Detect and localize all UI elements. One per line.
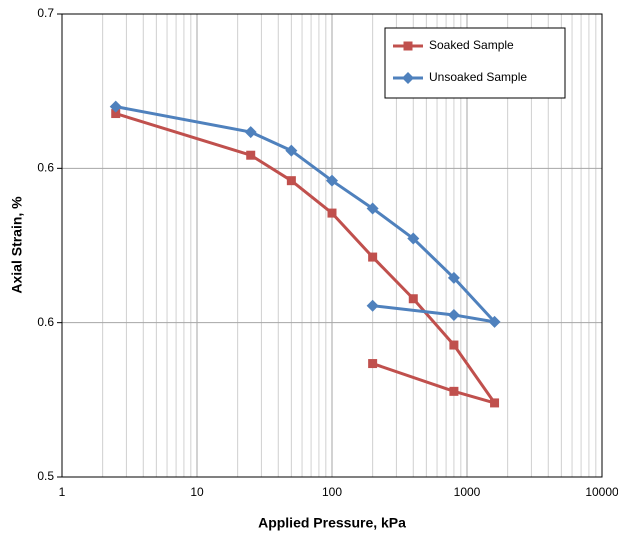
marker: [109, 100, 122, 113]
marker: [286, 176, 296, 186]
marker: [490, 398, 500, 408]
legend-box: [384, 27, 566, 99]
marker: [488, 315, 501, 328]
marker: [368, 252, 378, 262]
y-tick-label: 0.6: [37, 315, 54, 329]
marker: [447, 308, 460, 321]
x-tick-label: 10000: [585, 485, 618, 499]
marker: [366, 202, 379, 215]
y-tick-label: 0.5: [37, 469, 54, 483]
marker: [449, 340, 459, 350]
legend-marker: [403, 41, 413, 51]
marker: [366, 299, 379, 312]
x-tick-label: 10: [190, 485, 204, 499]
marker: [111, 109, 121, 119]
y-axis-label: Axial Strain, %: [9, 196, 25, 294]
legend-label: Soaked Sample: [429, 38, 514, 52]
marker: [326, 174, 338, 187]
marker: [449, 386, 459, 396]
marker: [407, 232, 420, 245]
x-tick-label: 1000: [454, 485, 481, 499]
y-tick-label: 0.6: [37, 161, 54, 175]
legend-marker: [402, 72, 414, 84]
series-line: [115, 112, 497, 405]
legend-label: Unsoaked Sample: [429, 70, 527, 84]
marker: [368, 359, 378, 369]
x-tick-label: 1: [59, 485, 66, 499]
x-tick-label: 100: [322, 485, 342, 499]
series-line: [115, 105, 497, 324]
marker: [285, 144, 298, 157]
x-axis-label: Applied Pressure, kPa: [258, 515, 406, 531]
plot-frame: [61, 13, 603, 478]
y-tick-label: 0.7: [37, 6, 54, 20]
marker: [246, 150, 256, 160]
marker: [327, 208, 337, 218]
marker: [408, 294, 418, 304]
marker: [244, 126, 257, 139]
marker: [447, 271, 460, 284]
